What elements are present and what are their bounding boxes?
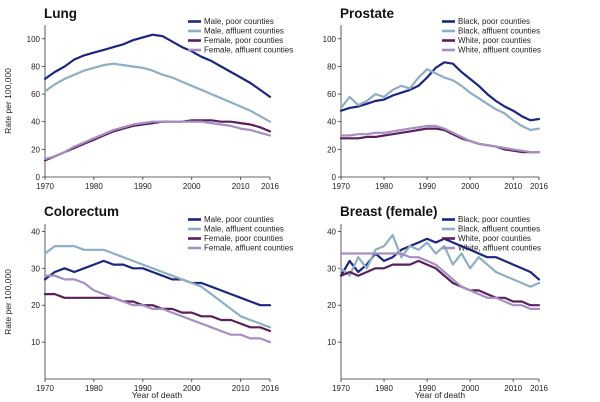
x-tick-label: 2000 [183, 182, 201, 191]
chart-panel-1: Lung 0 20 40 60 80 100 1970 1980 1990 2000 2010 2016… [27, 6, 294, 191]
y-tick-label: 80 [327, 62, 336, 71]
legend-label: White, affluent counties [458, 46, 541, 55]
y-tick-label: 30 [31, 264, 40, 273]
y-tick-label: 60 [327, 90, 336, 99]
x-tick-label: 1980 [375, 384, 393, 393]
x-tick-label: 2016 [530, 182, 548, 191]
x-tick-label: 2016 [261, 384, 279, 393]
legend-label: Male, poor counties [204, 215, 274, 224]
chart-title: Prostate [340, 6, 395, 21]
x-tick-label: 2000 [461, 384, 479, 393]
x-tick-label: 2000 [183, 384, 201, 393]
x-axis-label: Year of death [415, 390, 466, 400]
chart-panel-2: Prostate 0 20 40 60 80 100 1970 1980 1990 2000 2010… [323, 6, 549, 191]
x-tick-label: 1970 [36, 384, 54, 393]
y-tick-label: 100 [27, 35, 41, 44]
y-tick-label: 40 [327, 118, 336, 127]
y-tick-label: 40 [31, 227, 40, 236]
x-tick-label: 1970 [36, 182, 54, 191]
y-tick-label: 20 [327, 145, 336, 154]
y-tick-label: 40 [327, 227, 336, 236]
y-tick-label: 20 [31, 145, 40, 154]
series-line-4 [339, 252, 541, 310]
chart-title: Colorectum [44, 204, 119, 219]
legend-label: Male, poor counties [204, 17, 274, 26]
y-tick-label: 20 [31, 301, 40, 310]
legend-label: Male, affluent counties [204, 225, 284, 234]
legend-label: White, poor counties [458, 36, 531, 45]
chart-title: Breast (female) [340, 204, 438, 219]
legend-label: Female, affluent counties [204, 244, 293, 253]
series-line-2 [43, 245, 272, 329]
x-tick-label: 2016 [261, 182, 279, 191]
series-line-4 [339, 124, 541, 154]
legend-label: Female, poor counties [204, 234, 283, 243]
y-axis-label: Rate per 100,000 [3, 68, 13, 134]
y-tick-label: 0 [36, 173, 41, 182]
y-tick-label: 80 [31, 62, 40, 71]
series-line-2 [43, 62, 272, 123]
x-tick-label: 2010 [232, 384, 250, 393]
y-axis-label: Rate per 100,000 [3, 269, 13, 335]
x-tick-label: 2010 [232, 182, 250, 191]
legend-label: Black, poor counties [458, 215, 530, 224]
x-tick-label: 2010 [504, 182, 522, 191]
series-line-2 [339, 68, 541, 132]
x-tick-label: 2010 [504, 384, 522, 393]
x-tick-label: 1990 [134, 182, 152, 191]
series-line-4 [43, 274, 272, 344]
legend-label: Male, affluent counties [204, 27, 284, 36]
y-tick-label: 20 [327, 301, 336, 310]
y-tick-label: 10 [327, 338, 336, 347]
y-tick-label: 100 [323, 35, 337, 44]
series-line-4 [43, 120, 272, 161]
y-tick-label: 10 [31, 338, 40, 347]
legend-label: White, affluent counties [458, 244, 541, 253]
series-line-3 [339, 259, 541, 307]
y-tick-label: 0 [332, 173, 337, 182]
x-tick-label: 1990 [418, 384, 436, 393]
series-line-1 [43, 33, 272, 99]
legend-label: Black, affluent counties [458, 27, 540, 36]
x-tick-label: 2000 [461, 182, 479, 191]
chart-title: Lung [44, 6, 77, 21]
x-tick-label: 1980 [85, 384, 103, 393]
x-axis-label: Year of death [132, 390, 183, 400]
legend-label: White, poor counties [458, 234, 531, 243]
legend-label: Female, poor counties [204, 36, 283, 45]
legend-label: Female, affluent counties [204, 46, 293, 55]
chart-panel-3: Colorectum 10 20 30 40 1970 1980 1990 2000 2010 20… [31, 204, 293, 393]
legend-label: Black, affluent counties [458, 225, 540, 234]
x-tick-label: 1990 [134, 384, 152, 393]
series-line-3 [339, 127, 541, 154]
x-tick-label: 1970 [332, 384, 350, 393]
x-tick-label: 2016 [530, 384, 548, 393]
x-tick-label: 1980 [375, 182, 393, 191]
x-tick-label: 1980 [85, 182, 103, 191]
legend-label: Black, poor counties [458, 17, 530, 26]
y-tick-label: 60 [31, 90, 40, 99]
series-line-3 [43, 293, 272, 333]
y-tick-label: 30 [327, 264, 336, 273]
x-tick-label: 1990 [418, 182, 436, 191]
series-line-1 [43, 259, 272, 307]
series-line-1 [339, 61, 541, 122]
x-tick-label: 1970 [332, 182, 350, 191]
chart-panel-4: Breast (female) 10 20 30 40 1970 1980 1990 2000 2… [327, 204, 548, 393]
y-tick-label: 40 [31, 118, 40, 127]
